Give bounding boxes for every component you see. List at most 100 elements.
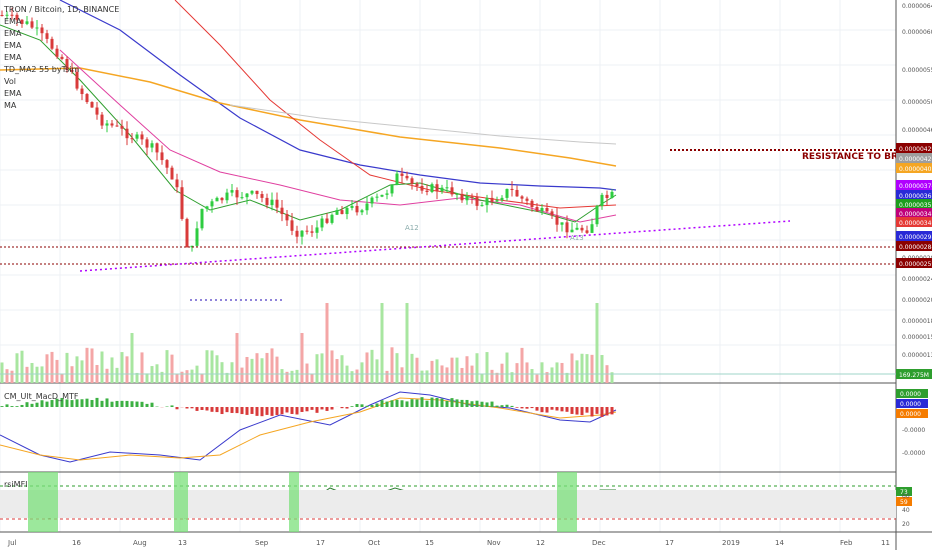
indicator-label-vol[interactable]: Vol: [4, 77, 16, 86]
candle-body: [321, 219, 324, 228]
price-tick-label: 0.00000240: [902, 276, 932, 283]
volume-bar: [181, 372, 184, 383]
macd-bar: [276, 407, 279, 415]
macd-bar: [291, 407, 294, 414]
candle-body: [41, 28, 44, 34]
macd-bar: [141, 402, 144, 407]
volume-bar: [406, 303, 409, 383]
volume-bar: [336, 359, 339, 383]
macd-bar: [406, 401, 409, 407]
macd-bar: [496, 406, 499, 407]
rsi-label[interactable]: rsiMFI: [4, 480, 28, 489]
indicator-label-ema-3[interactable]: EMA: [4, 41, 22, 50]
price-tick-label: 0.00000155: [902, 334, 932, 341]
ma-line-grey: [230, 105, 616, 144]
volume-bar: [571, 353, 574, 383]
volume-bar: [481, 374, 484, 383]
volume-bar: [461, 368, 464, 383]
candle-body: [411, 178, 414, 183]
price-tag-label: 0.00000429: [899, 146, 932, 153]
macd-tag-label: 0.0000: [900, 391, 921, 398]
candle-body: [361, 210, 364, 212]
candle-body: [381, 195, 384, 197]
volume-bar: [236, 333, 239, 383]
volume-bar: [306, 364, 309, 383]
candle-body: [6, 15, 9, 16]
candle-body: [566, 222, 569, 232]
time-tick-label: 2019: [722, 539, 740, 547]
volume-bar: [311, 374, 314, 383]
macd-bar: [36, 403, 39, 407]
candle-body: [121, 126, 124, 129]
macd-bar: [226, 407, 229, 412]
macd-bar: [586, 407, 589, 413]
time-tick-label: Sep: [255, 539, 269, 547]
time-tick-label: Jul: [7, 539, 17, 547]
macd-bar: [401, 400, 404, 407]
candle-body: [511, 189, 514, 190]
macd-bar: [151, 403, 154, 407]
indicator-label-ema-1[interactable]: EMA: [4, 17, 22, 26]
time-tick-label: 15: [425, 539, 434, 547]
volume-bar: [316, 354, 319, 383]
price-tag-label: 0.00000348: [899, 211, 932, 218]
volume-bar: [31, 363, 34, 383]
macd-label[interactable]: CM_Ult_MacD_MTF: [4, 392, 79, 401]
volume-bar: [361, 362, 364, 383]
macd-bar: [331, 407, 334, 410]
candle-body: [131, 138, 134, 139]
volume-bar: [386, 371, 389, 383]
volume-bar: [551, 367, 554, 383]
volume-bar: [416, 358, 419, 383]
volume-bar: [176, 374, 179, 383]
macd-bar: [601, 407, 604, 417]
volume-bar: [541, 362, 544, 383]
price-tag-label: 0.00000259: [899, 261, 932, 268]
candle-body: [536, 207, 539, 211]
macd-bar: [71, 400, 74, 407]
candle-body: [171, 168, 174, 180]
candle-body: [326, 219, 329, 223]
time-tick-label: 17: [316, 539, 325, 547]
candle-body: [431, 184, 434, 192]
indicator-label-ema-4[interactable]: EMA: [4, 53, 22, 62]
volume-bar: [261, 358, 264, 383]
candle-body: [486, 198, 489, 205]
macd-bar: [516, 407, 519, 408]
candle-body: [26, 21, 29, 24]
macd-bar: [396, 400, 399, 407]
candle-body: [261, 194, 264, 198]
volume-bar: [341, 355, 344, 383]
candle-body: [316, 227, 319, 232]
macd-tick-label: -0.0000: [902, 427, 925, 434]
candle-body: [521, 196, 524, 198]
macd-bar: [86, 399, 89, 407]
indicator-label-ma[interactable]: MA: [4, 101, 17, 110]
volume-bar: [141, 352, 144, 383]
macd-bar: [286, 407, 289, 412]
candle-body: [111, 123, 114, 125]
price-tick-label: 0.00000600: [902, 29, 932, 36]
macd-bar: [21, 405, 24, 407]
candle-body: [256, 191, 259, 194]
macd-bar: [211, 407, 214, 412]
price-tag-label: 0.00000346: [899, 220, 932, 227]
macd-bar: [221, 407, 224, 414]
macd-bar: [531, 407, 534, 408]
symbol-title[interactable]: TRON / Bitcoin, 1D, BINANCE: [3, 5, 119, 14]
volume-bar: [486, 352, 489, 383]
candle-body: [581, 228, 584, 231]
time-tick-label: Nov: [487, 539, 501, 547]
indicator-label-ema-2[interactable]: EMA: [4, 29, 22, 38]
volume-bar: [436, 359, 439, 383]
indicator-label-ema-5[interactable]: EMA: [4, 89, 22, 98]
candle-body: [151, 143, 154, 147]
candle-body: [541, 208, 544, 211]
indicator-label-td-ma[interactable]: TD_MA2 55 byTsim: [3, 65, 80, 74]
price-tag-label: 0.00000420: [899, 156, 932, 163]
rsi-tick-label: 40: [902, 507, 910, 514]
volume-bar: [86, 348, 89, 383]
